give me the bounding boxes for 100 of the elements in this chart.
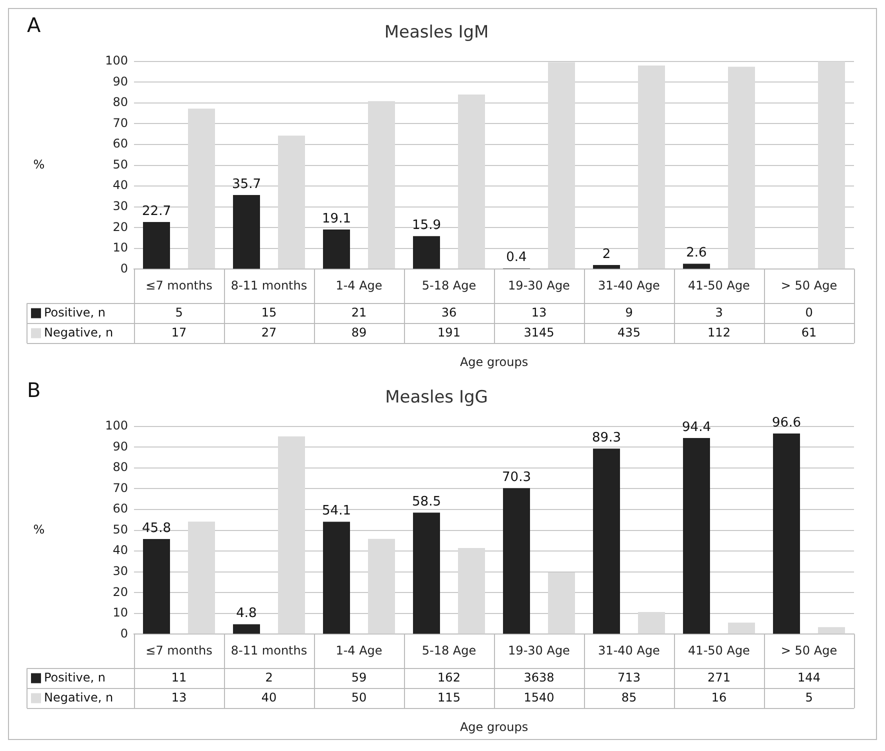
bar: [143, 222, 170, 269]
legend-label: Positive, n: [44, 305, 106, 320]
bar: [278, 136, 305, 269]
text: 271: [708, 670, 730, 684]
y-tick-label: 90: [112, 74, 128, 88]
bar: [413, 236, 440, 269]
text: 9: [625, 305, 633, 320]
x-tick-label: ≤7 months: [146, 278, 212, 293]
bar: [728, 66, 755, 269]
text: 13: [171, 690, 187, 704]
data-label: 35.7: [232, 176, 261, 192]
text: 15: [261, 305, 277, 320]
y-tick-label: 80: [112, 95, 128, 110]
legend-label: Positive, n: [44, 670, 106, 684]
text: 89: [351, 325, 367, 340]
x-tick-label: 1-4 Age: [336, 644, 382, 658]
text: 435: [618, 325, 640, 340]
text: 3: [715, 305, 723, 320]
bar: [683, 438, 710, 634]
text: A: [27, 13, 41, 38]
y-tick-label: 10: [112, 240, 128, 255]
text: 191: [438, 325, 460, 340]
text: 115: [438, 690, 460, 704]
chart-title: Measles IgM: [384, 22, 489, 43]
data-label: 96.6: [772, 415, 801, 430]
text: 85: [621, 690, 637, 704]
bar: [593, 448, 620, 634]
data-label: 22.7: [142, 204, 171, 219]
data-label: 94.4: [682, 420, 711, 435]
x-tick-label: 19-30 Age: [508, 278, 570, 293]
x-tick-label: 5-18 Age: [422, 644, 476, 658]
data-label: 15.9: [412, 218, 441, 234]
data-label: 54.1: [322, 504, 351, 519]
x-tick-label: 31-40 Age: [598, 278, 660, 293]
y-tick-label: 30: [112, 564, 128, 578]
bar: [818, 61, 845, 269]
text: 144: [798, 670, 820, 684]
legend-label: Negative, n: [44, 690, 114, 704]
y-tick-label: 60: [112, 136, 128, 151]
data-label: 89.3: [592, 430, 621, 446]
y-tick-label: 40: [112, 543, 128, 558]
bar: [458, 94, 485, 269]
bar: [728, 622, 755, 634]
bar: [683, 264, 710, 269]
y-tick-label: 80: [112, 460, 128, 474]
data-label: 70.3: [502, 470, 531, 485]
y-tick-label: 100: [105, 418, 128, 433]
bar: [143, 539, 170, 634]
text: 112: [708, 325, 730, 340]
text: B: [27, 378, 41, 402]
x-tick-label: 1-4 Age: [336, 278, 382, 293]
text: 17: [171, 325, 187, 340]
text: 2: [265, 670, 273, 684]
x-tick-label: ≤7 months: [146, 644, 212, 658]
text: 5: [805, 690, 813, 704]
data-label: 2.6: [686, 246, 707, 261]
x-tick-label: > 50 Age: [780, 278, 838, 293]
bar: [503, 488, 530, 634]
bar: [368, 101, 395, 269]
y-tick-label: 30: [112, 198, 128, 213]
bar: [548, 572, 575, 634]
y-tick-label: 10: [112, 606, 128, 620]
bar: [188, 108, 215, 269]
chart-title: Measles IgG: [385, 388, 488, 408]
text: 3145: [524, 325, 554, 340]
x-tick-label: > 50 Age: [780, 644, 838, 658]
text: 40: [261, 690, 277, 704]
bar: [323, 522, 350, 634]
data-label: 19.1: [322, 211, 351, 226]
bar: [638, 612, 665, 634]
y-tick-label: 100: [105, 54, 128, 68]
text: 21: [351, 305, 367, 320]
data-label: 2: [602, 246, 611, 262]
bar: [368, 538, 395, 634]
text: 1540: [524, 690, 554, 704]
text: 59: [351, 670, 367, 684]
y-tick-label: 70: [112, 116, 128, 130]
x-tick-label: 41-50 Age: [688, 644, 750, 658]
text: 5: [175, 305, 183, 320]
y-axis-title: %: [33, 157, 45, 172]
y-tick-label: 50: [112, 522, 128, 536]
data-label: 4.8: [236, 606, 257, 622]
y-tick-label: 20: [112, 220, 128, 234]
legend-label: Negative, n: [44, 325, 114, 340]
bar: [413, 512, 440, 634]
text: 50: [351, 690, 367, 704]
bar: [188, 522, 215, 634]
x-tick-label: 19-30 Age: [508, 644, 570, 658]
y-tick-label: 0: [120, 626, 128, 640]
x-tick-label: 8-11 months: [230, 278, 308, 293]
x-tick-label: 41-50 Age: [688, 278, 750, 293]
bar: [278, 436, 305, 634]
text: 36: [441, 305, 457, 320]
bar: [818, 627, 845, 634]
data-label: 58.5: [412, 494, 441, 510]
bar: [233, 624, 260, 634]
text: 162: [438, 670, 460, 684]
text: 0: [805, 305, 813, 320]
bar: [233, 195, 260, 269]
bar: [458, 548, 485, 634]
